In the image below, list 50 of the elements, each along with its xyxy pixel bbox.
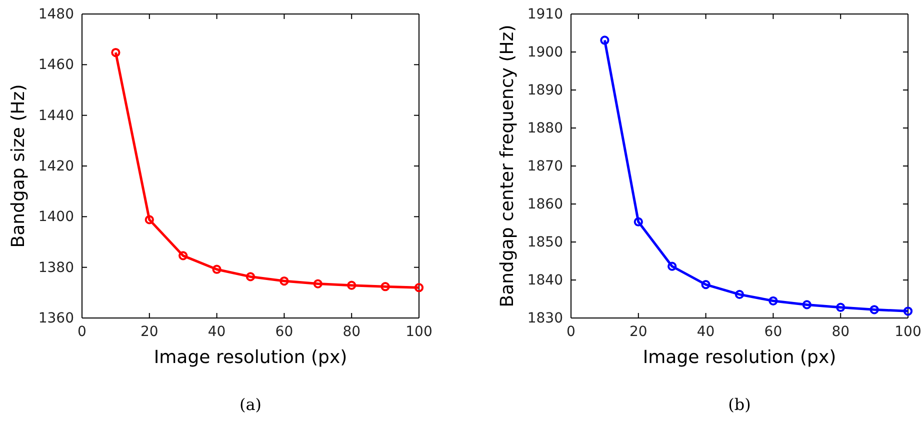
x-tick-label: 40 [208, 324, 226, 340]
point [768, 296, 778, 306]
y-tick-label: 1440 [38, 108, 74, 124]
point [178, 251, 188, 260]
y-axis-title: Bandgap center frequency (Hz) [497, 24, 518, 308]
point [380, 282, 390, 292]
y-tick-label: 1360 [38, 310, 74, 326]
y-tick-label: 1900 [527, 44, 563, 60]
x-axis-title: Image resolution (px) [154, 347, 348, 368]
point [313, 279, 322, 288]
point [280, 276, 289, 286]
x-tick-label: 0 [78, 324, 86, 340]
point [246, 272, 256, 282]
x-tick-label: 100 [894, 324, 922, 340]
point [668, 262, 677, 271]
x-tick-label: 0 [566, 324, 576, 340]
x-tick-label: 20 [140, 324, 158, 340]
y-tick-label: 1400 [38, 209, 74, 226]
y-axis-title: Bandgap size (Hz) [8, 84, 29, 248]
y-tick-label: 1480 [38, 6, 74, 22]
point [634, 217, 643, 226]
point [701, 280, 710, 290]
y-tick-label: 1890 [527, 82, 563, 98]
text: (b) [728, 395, 751, 414]
point [836, 302, 846, 312]
text: (a) [239, 395, 262, 414]
point [212, 264, 222, 274]
y-tick-label: 1880 [527, 120, 563, 136]
y-tick-label: 1420 [38, 158, 74, 174]
point [802, 300, 812, 310]
y-tick-label: 1460 [38, 57, 74, 74]
point [347, 280, 356, 290]
y-tick-label: 1910 [527, 6, 563, 22]
y-tick-label: 1860 [527, 196, 563, 212]
point [144, 215, 154, 224]
y-tick-label: 1830 [527, 310, 563, 326]
x-axis-title: Image resolution (px) [642, 347, 836, 368]
y-tick-label: 1840 [527, 272, 563, 288]
x-tick-label: 80 [342, 324, 361, 340]
x-tick-label: 40 [696, 324, 715, 340]
y-tick-label: 1850 [527, 234, 563, 250]
point [734, 290, 744, 299]
x-tick-label: 60 [764, 324, 782, 340]
x-tick-label: 100 [406, 324, 432, 340]
x-tick-label: 60 [275, 324, 294, 340]
x-tick-label: 20 [629, 324, 648, 340]
y-tick-label: 1870 [527, 158, 563, 174]
x-tick-label: 80 [832, 324, 850, 340]
point [870, 305, 879, 314]
y-tick-label: 1380 [38, 260, 74, 276]
